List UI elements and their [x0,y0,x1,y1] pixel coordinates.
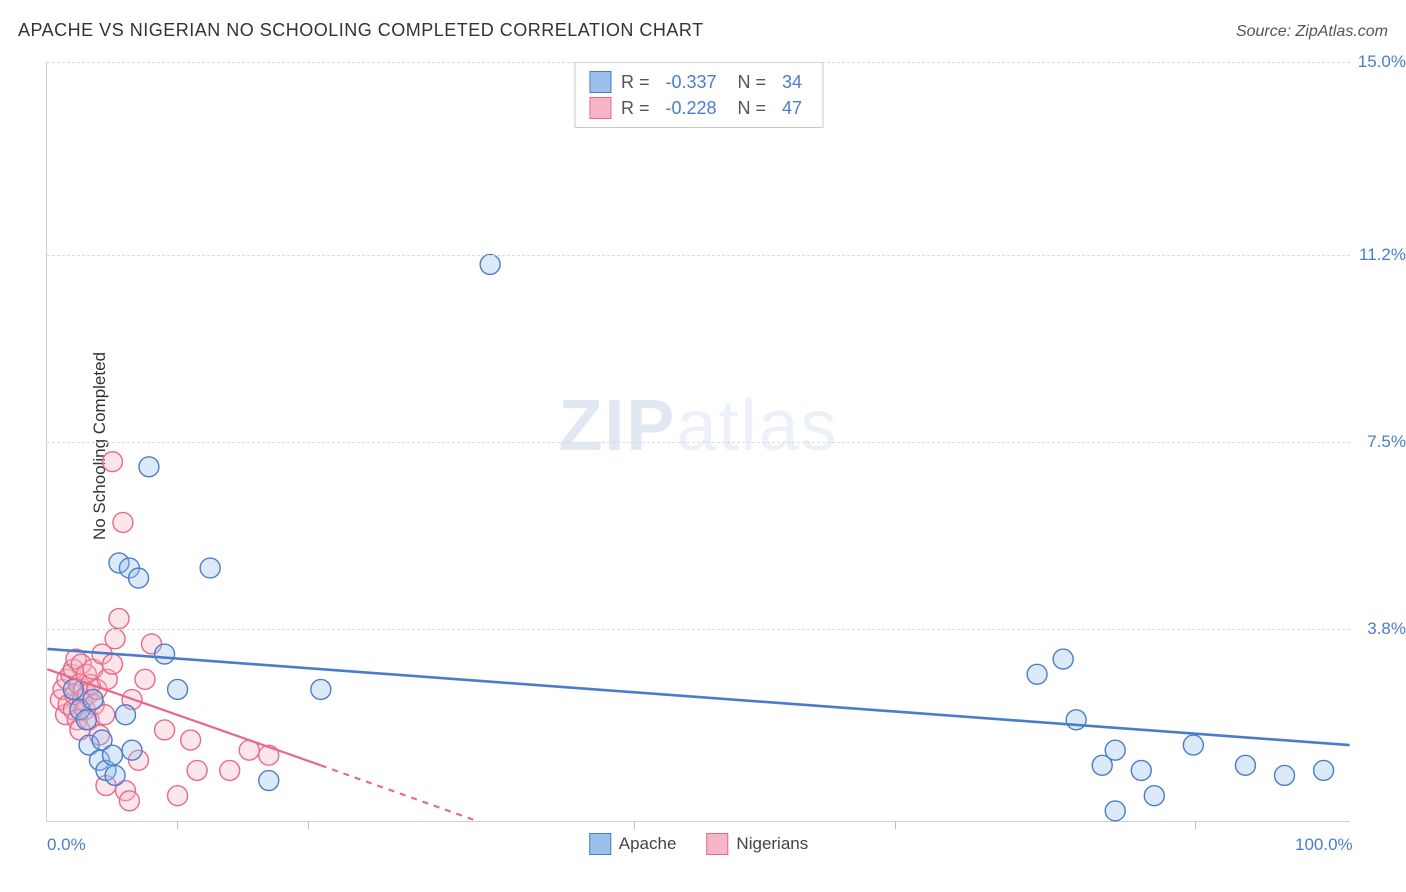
source-attribution: Source: ZipAtlas.com [1236,23,1388,41]
swatch-apache [589,71,611,93]
y-tick-label: 3.8% [1367,619,1406,639]
legend-label-nigerian: Nigerians [736,834,808,854]
swatch-nigerian-legend [706,833,728,855]
legend-label-apache: Apache [619,834,677,854]
stats-row-nigerian: R =-0.228 N =47 [589,95,808,121]
x-tick-label: 100.0% [1295,835,1353,855]
legend-item-nigerian: Nigerians [706,833,808,855]
chart-plot-area: ZIPatlas R =-0.337 N =34 R =-0.228 N =47… [46,62,1350,822]
legend: Apache Nigerians [589,833,808,855]
nigerian-r-value: -0.228 [665,98,716,119]
swatch-nigerian [589,97,611,119]
stats-row-apache: R =-0.337 N =34 [589,69,808,95]
y-tick-label: 7.5% [1367,432,1406,452]
swatch-apache-legend [589,833,611,855]
y-tick-label: 15.0% [1358,52,1406,72]
y-tick-label: 11.2% [1359,245,1406,265]
correlation-stats-box: R =-0.337 N =34 R =-0.228 N =47 [574,62,823,128]
apache-r-value: -0.337 [665,72,716,93]
legend-item-apache: Apache [589,833,677,855]
x-tick-label: 0.0% [47,835,86,855]
apache-n-value: 34 [782,72,802,93]
chart-title: APACHE VS NIGERIAN NO SCHOOLING COMPLETE… [18,20,704,41]
nigerian-n-value: 47 [782,98,802,119]
